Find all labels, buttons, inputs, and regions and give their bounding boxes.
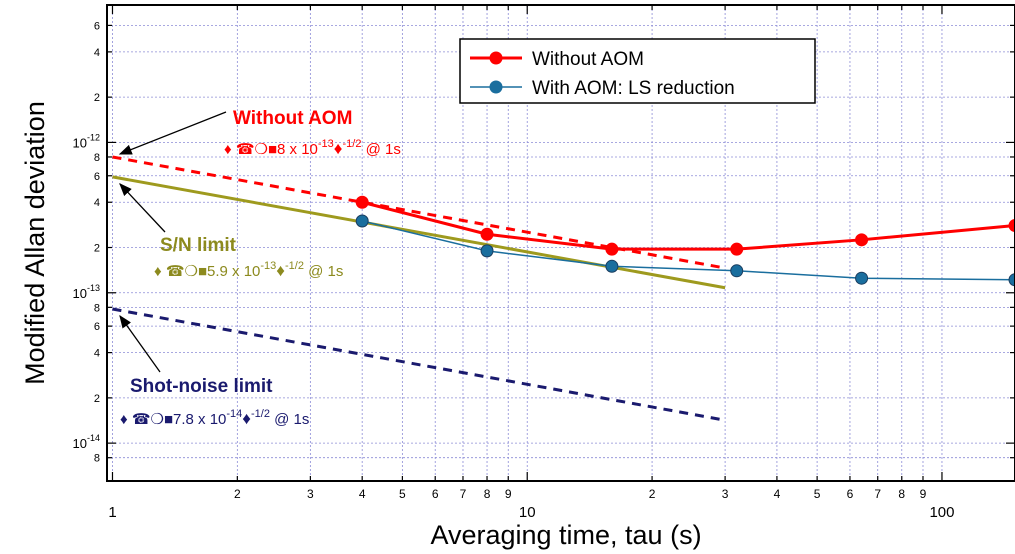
y-tick-label: 10-14 — [73, 433, 100, 451]
x-tick-label: 3 — [307, 487, 314, 501]
x-tick-label: 8 — [484, 487, 491, 501]
sn-limit-line — [112, 175, 726, 290]
x-tick-label: 4 — [774, 487, 781, 501]
data-point — [605, 242, 619, 256]
data-point — [730, 242, 744, 256]
x-tick-label: 2 — [234, 487, 241, 501]
ann-without-aom-title: Without AOM — [233, 108, 352, 129]
y-tick-label: 2 — [94, 393, 100, 405]
x-tick-label: 5 — [399, 487, 406, 501]
x-tick-label: 6 — [847, 487, 854, 501]
y-tick-label: 4 — [94, 348, 100, 360]
data-point — [480, 227, 494, 241]
x-tick-label: 3 — [722, 487, 729, 501]
legend-swatch-marker — [489, 80, 503, 94]
x-tick-label: 2 — [649, 487, 656, 501]
x-tick-label: 4 — [359, 487, 366, 501]
data-point — [1008, 273, 1015, 287]
axis-ticks — [107, 5, 1015, 481]
data-point — [730, 264, 744, 278]
ann-sn-limit-arrow — [119, 183, 166, 233]
ann-sn-limit-title: S/N limit — [160, 235, 237, 256]
y-tick-label: 6 — [94, 171, 100, 183]
y-tick-label: 2 — [94, 243, 100, 255]
data-point — [355, 195, 369, 209]
data-point — [355, 214, 369, 228]
data-point — [855, 271, 869, 285]
y-tick-label: 6 — [94, 321, 100, 333]
y-tick-label: 8 — [94, 152, 100, 164]
legend-swatch-marker — [489, 51, 503, 65]
ann-shot-noise-arrow — [119, 314, 161, 373]
legend-items: Without AOM With AOM: LS reduction — [470, 49, 735, 99]
x-tick-label: 6 — [432, 487, 439, 501]
x-tick-label: 1 — [108, 504, 116, 521]
y-tick-label: 2 — [94, 92, 100, 104]
y-tick-label: 8 — [94, 302, 100, 314]
y-tick-label: 4 — [94, 47, 100, 59]
ann-shot-noise-formula: ♦ ☎❍■7.8 x 10-14♦-1/2 @ 1s — [120, 408, 309, 428]
data-point — [605, 259, 619, 273]
x-tick-label: 5 — [814, 487, 821, 501]
x-tick-label: 7 — [460, 487, 467, 501]
x-tick-label: 100 — [929, 504, 954, 521]
data-point — [1008, 219, 1015, 233]
legend-box — [459, 38, 816, 104]
y-tick-label: 10-13 — [73, 283, 100, 301]
grid-lines — [107, 5, 1015, 481]
y-tick-label: 6 — [94, 20, 100, 32]
ann-without-aom-formula: ♦ ☎❍■8 x 10-13♦-1/2 @ 1s — [224, 138, 401, 158]
series-line — [362, 220, 1015, 281]
ann-sn-limit-formula: ♦ ☎❍■5.9 x 10-13♦-1/2 @ 1s — [154, 260, 343, 280]
x-tick-label: 10 — [519, 504, 536, 521]
x-tick-label: 9 — [505, 487, 512, 501]
legend-label: With AOM: LS reduction — [532, 78, 735, 99]
data-series — [355, 195, 1015, 287]
y-axis-title: Modified Allan deviation — [20, 101, 50, 385]
ann-shot-noise-title: Shot-noise limit — [130, 376, 273, 397]
ann-without-aom-arrow — [118, 111, 227, 155]
legend-label: Without AOM — [532, 49, 644, 70]
plot-frame — [106, 4, 1015, 482]
x-axis-title: Averaging time, tau (s) — [430, 520, 701, 550]
y-tick-label: 8 — [94, 453, 100, 465]
legend: Without AOM With AOM: LS reduction — [459, 38, 816, 104]
series-line — [361, 200, 1015, 251]
data-point — [855, 233, 869, 247]
x-tick-label: 7 — [874, 487, 881, 501]
y-tick-label: 4 — [94, 197, 100, 209]
y-tick-label: 10-12 — [73, 132, 100, 150]
x-tick-label: 8 — [898, 487, 905, 501]
shot-noise-limit-line — [112, 307, 726, 422]
annotations: Without AOM ♦ ☎❍■8 x 10-13♦-1/2 @ 1s S/N l… — [118, 108, 401, 428]
data-point — [480, 244, 494, 258]
x-tick-label: 9 — [920, 487, 927, 501]
